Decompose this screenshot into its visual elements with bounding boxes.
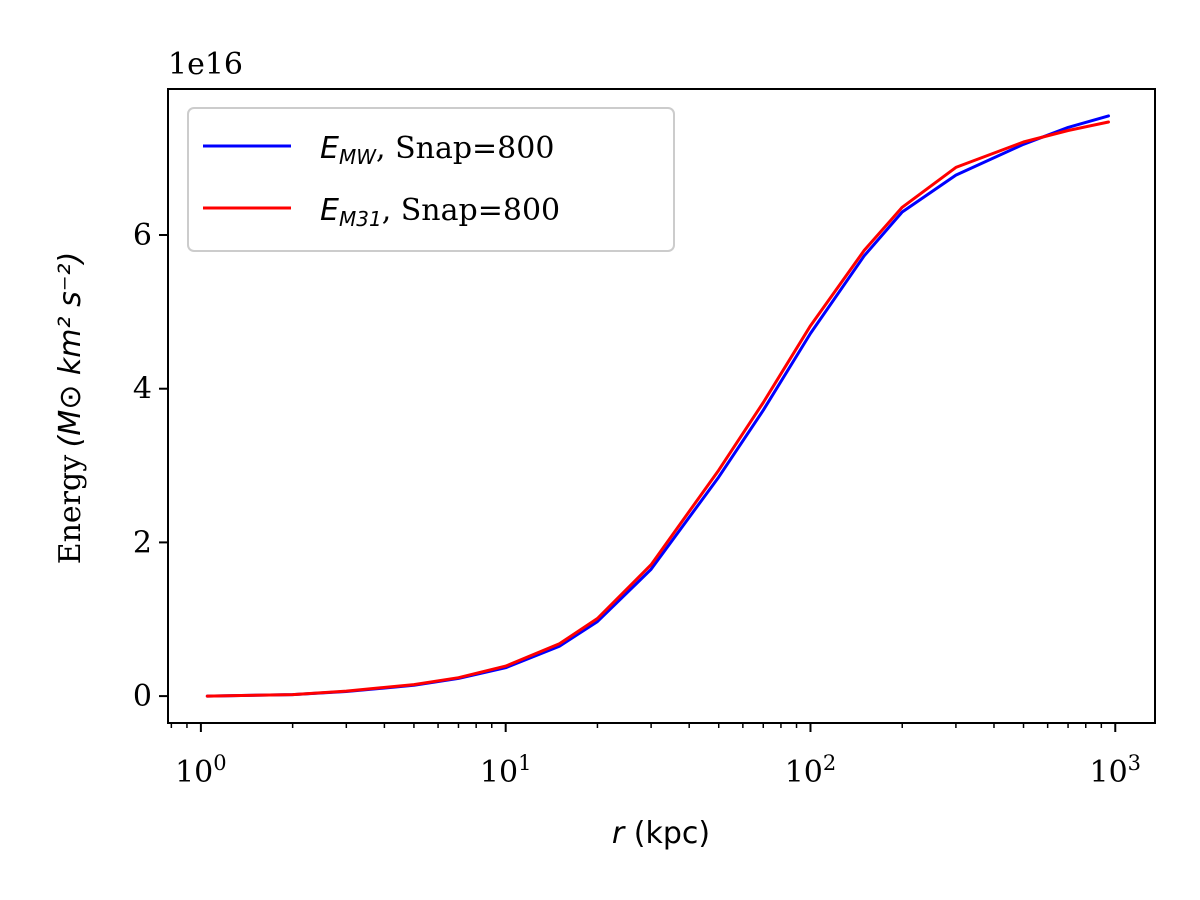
y-offset-text: 1e16 — [168, 47, 243, 82]
x-tick-label-2: 102 — [785, 751, 837, 790]
x-tick-label-0: 100 — [175, 751, 227, 790]
legend-frame — [187, 107, 675, 252]
x-axis-label: r (kpc) — [612, 816, 710, 851]
legend-label-mw: EMW, Snap=800 — [320, 131, 554, 169]
legend: EMW, Snap=800 EM31, Snap=800 — [187, 107, 675, 252]
axes: 100 101 102 103 0 2 4 6 — [133, 88, 1156, 790]
plot-area — [205, 114, 1110, 698]
y-tick-label-0: 0 — [133, 679, 152, 714]
axes-frame — [167, 88, 1156, 724]
y-tick-label-6: 6 — [133, 218, 152, 253]
y-tick-label-2: 2 — [133, 525, 152, 560]
y-tick-label-4: 4 — [133, 372, 152, 407]
y-axis-label: Energy (M⊙ km² s⁻²) — [53, 252, 88, 565]
x-tick-label-3: 103 — [1089, 751, 1141, 790]
series-line-m31 — [205, 120, 1110, 698]
x-tick-label-1: 101 — [480, 751, 532, 790]
y-axis-unit: (M⊙ km² s⁻²) — [53, 252, 88, 448]
legend-label-m31: EM31, Snap=800 — [320, 193, 560, 231]
x-axis-unit: (kpc) — [634, 816, 710, 851]
